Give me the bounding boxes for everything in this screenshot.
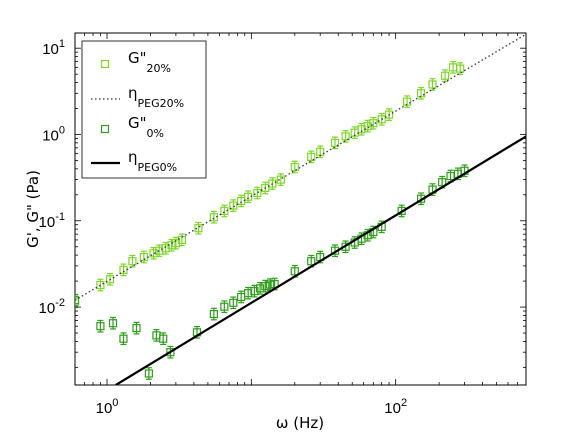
data-point (256, 284, 265, 293)
data-point (166, 348, 175, 357)
data-point (75, 296, 80, 305)
data-point (341, 132, 350, 141)
data-point (438, 178, 447, 187)
data-point (330, 138, 340, 147)
data-point (377, 115, 386, 124)
x-tick-label: 102 (384, 397, 407, 417)
series-eta20 (75, 33, 526, 301)
y-tick-label: 10-2 (39, 297, 65, 317)
data-point (96, 322, 105, 331)
x-axis-label: ω (Hz) (276, 414, 324, 432)
data-point (149, 249, 158, 258)
data-point (229, 298, 238, 307)
data-point (220, 302, 229, 311)
data-point (428, 80, 437, 89)
y-tick-label: 100 (42, 124, 65, 144)
data-point (194, 224, 203, 233)
data-point (402, 97, 412, 106)
data-point (363, 122, 372, 131)
series-line (115, 135, 526, 385)
data-point (128, 257, 137, 266)
data-point (266, 280, 275, 289)
data-point (250, 287, 259, 296)
legend-marker (100, 59, 110, 69)
series-line (75, 33, 526, 301)
data-point (369, 119, 378, 128)
data-point (108, 319, 118, 328)
data-point (177, 235, 186, 245)
data-point (159, 334, 168, 343)
y-tick-label: 101 (42, 38, 65, 58)
data-point (229, 201, 238, 210)
data-point (244, 289, 253, 298)
data-point (307, 257, 316, 266)
data-point (253, 188, 262, 198)
y-tick-label: 10-1 (39, 211, 65, 231)
data-point (209, 309, 218, 319)
data-point (456, 64, 465, 73)
data-point (290, 267, 299, 276)
legend: G"20%ηPEG20%G"0%ηPEG0% (81, 40, 207, 179)
data-point (209, 213, 218, 222)
legend-box (81, 40, 207, 179)
data-point (261, 183, 270, 193)
data-point (119, 334, 128, 343)
data-point (144, 369, 153, 378)
x-tick-label: 100 (96, 397, 119, 417)
data-point (220, 206, 229, 216)
data-point (96, 280, 105, 290)
data-point (307, 152, 316, 161)
data-point (105, 275, 115, 284)
legend-marker (100, 124, 110, 134)
data-point (397, 206, 406, 216)
series-layer (75, 33, 526, 385)
y-axis-label: G', G" (Pa) (24, 170, 42, 248)
data-point (132, 324, 141, 333)
data-point (440, 71, 450, 80)
data-point (290, 162, 299, 172)
data-point (268, 179, 277, 188)
data-point (261, 281, 270, 291)
data-point (276, 175, 285, 184)
series-eta0 (115, 135, 526, 385)
data-point (384, 110, 394, 119)
